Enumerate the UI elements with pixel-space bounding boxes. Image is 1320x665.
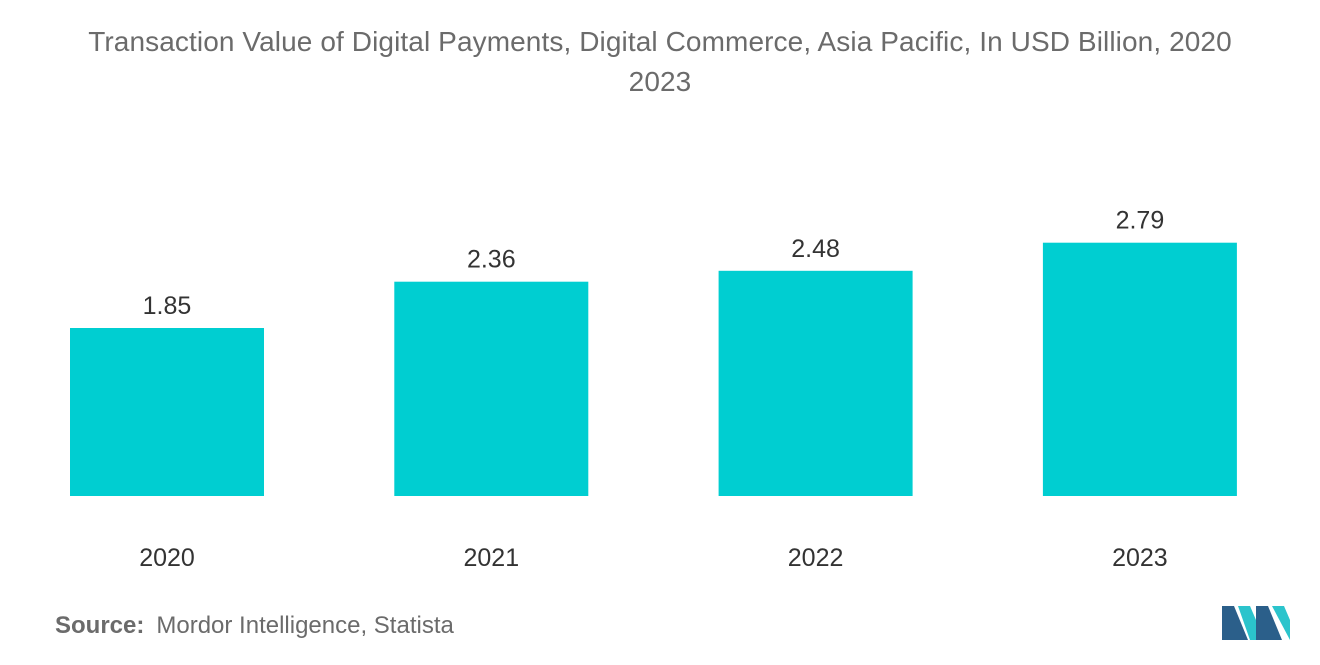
data-label-2021: 2.36	[467, 246, 516, 274]
source-note: Source: Mordor Intelligence, Statista	[55, 612, 454, 640]
chart-title-line-1: Transaction Value of Digital Payments, D…	[88, 26, 1232, 57]
mordor-intelligence-logo-icon	[1222, 606, 1290, 640]
x-tick-label-2022: 2022	[788, 544, 844, 572]
data-label-2022: 2.48	[791, 235, 840, 263]
source-label: Source:	[55, 612, 145, 639]
x-tick-label-2023: 2023	[1112, 544, 1168, 572]
x-tick-label-2020: 2020	[139, 544, 195, 572]
data-label-2020: 1.85	[143, 292, 192, 320]
x-tick-label-2021: 2021	[463, 544, 519, 572]
bar-2022	[718, 270, 913, 496]
chart-title-line-2: 2023	[628, 66, 692, 97]
chart-title: Transaction Value of Digital Payments, D…	[0, 22, 1320, 102]
data-label-2023: 2.79	[1116, 207, 1165, 235]
bar-chart: 1.85 2020 2.36 2021 2.48 2022 2.79 2023	[70, 207, 1237, 572]
bar-2021	[394, 281, 589, 496]
source-text: Mordor Intelligence, Statista	[156, 612, 454, 639]
bar-2023	[1042, 242, 1237, 496]
bar-2020	[70, 328, 264, 496]
